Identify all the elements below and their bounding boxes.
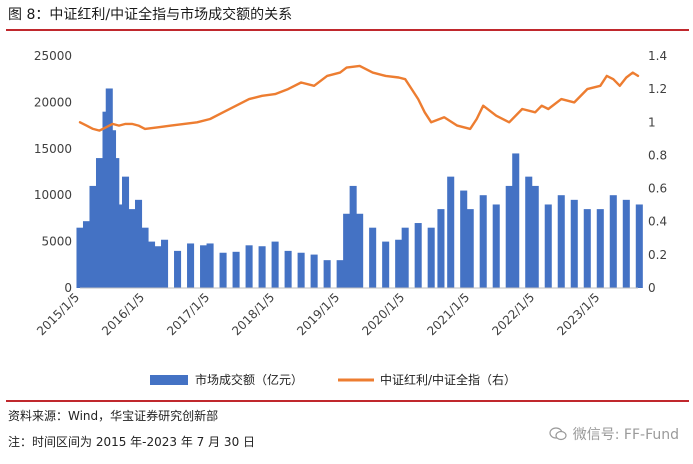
right-tick-label: 1.4 xyxy=(648,49,667,63)
bar xyxy=(174,250,182,288)
legend-label-bar: 市场成交额（亿元） xyxy=(195,372,303,387)
bar xyxy=(531,185,539,288)
bar xyxy=(609,195,617,288)
line-series xyxy=(78,64,640,132)
bar xyxy=(570,199,578,288)
figure-title: 图 8：中证红利/中证全指与市场成交额的关系 xyxy=(8,7,293,23)
left-tick-label: 20000 xyxy=(34,95,72,109)
left-tick-label: 10000 xyxy=(34,188,72,202)
right-tick-label: 1.2 xyxy=(648,82,667,96)
watermark-text: 微信号: FF-Fund xyxy=(572,427,679,443)
watermark: 微信号: FF-Fund xyxy=(549,424,679,444)
bottom-rule xyxy=(6,400,689,402)
x-tick-label: 2017/1/5 xyxy=(164,290,212,338)
bar xyxy=(148,241,156,288)
bar xyxy=(460,190,468,288)
bar xyxy=(437,209,445,288)
bar xyxy=(466,209,474,288)
bar xyxy=(427,227,435,288)
bar xyxy=(95,158,104,288)
right-axis-ticks: 0 0.2 0.4 0.6 0.8 1 1.2 1.4 xyxy=(648,49,667,295)
bar xyxy=(258,246,266,288)
right-tick-label: 0.4 xyxy=(648,215,667,229)
left-tick-label: 25000 xyxy=(34,49,72,63)
bar xyxy=(583,209,591,288)
bar xyxy=(82,221,91,288)
bar xyxy=(154,246,162,288)
legend-label-line: 中证红利/中证全指（右） xyxy=(380,372,516,387)
bar xyxy=(369,227,377,288)
left-tick-label: 0 xyxy=(64,281,72,295)
bar xyxy=(349,185,357,288)
bar xyxy=(395,239,403,288)
bar xyxy=(356,213,364,288)
source-note: 资料来源：Wind，华宝证券研究创新部 xyxy=(8,409,219,423)
bar xyxy=(200,245,208,288)
bar xyxy=(271,241,279,288)
bar xyxy=(635,204,643,288)
x-tick-label: 2018/1/5 xyxy=(229,290,277,338)
bar xyxy=(187,243,195,288)
bar xyxy=(336,260,344,288)
right-tick-label: 1 xyxy=(648,115,656,129)
bar xyxy=(206,243,214,288)
x-tick-label: 2016/1/5 xyxy=(99,290,147,338)
top-rule xyxy=(6,29,689,31)
bar xyxy=(219,252,227,288)
wechat-icon xyxy=(549,427,567,441)
chart: 0 5000 10000 15000 20000 25000 0 0.2 0.4 0.6 0.8 1… xyxy=(34,49,667,387)
x-tick-label: 2020/1/5 xyxy=(359,290,407,338)
right-tick-label: 0.6 xyxy=(648,182,667,196)
bar xyxy=(447,176,455,288)
right-tick-label: 0.8 xyxy=(648,148,667,162)
left-tick-label: 15000 xyxy=(34,142,72,156)
bar xyxy=(245,245,253,288)
bar xyxy=(161,239,169,288)
bar xyxy=(297,252,305,288)
bar xyxy=(525,176,533,288)
bar xyxy=(122,176,130,288)
legend-swatch-bar xyxy=(150,375,188,385)
bar xyxy=(492,204,500,288)
bar xyxy=(343,213,351,288)
bar xyxy=(284,250,292,288)
bar xyxy=(544,204,552,288)
dividend-ratio-line xyxy=(78,64,640,132)
bar xyxy=(76,227,84,288)
left-axis-ticks: 0 5000 10000 15000 20000 25000 xyxy=(34,49,72,295)
bar xyxy=(141,227,149,288)
right-tick-label: 0.2 xyxy=(648,248,667,262)
left-tick-label: 5000 xyxy=(41,235,72,249)
bar xyxy=(401,227,409,288)
bar xyxy=(622,199,630,288)
x-tick-label: 2019/1/5 xyxy=(294,290,342,338)
bar xyxy=(232,251,240,288)
bar xyxy=(382,241,390,288)
x-tick-label: 2022/1/5 xyxy=(489,290,537,338)
date-range-note: 注：时间区间为 2015 年-2023 年 7 月 30 日 xyxy=(8,435,256,449)
bar xyxy=(128,209,136,288)
bar xyxy=(135,199,143,288)
bar xyxy=(323,260,331,288)
bar xyxy=(310,254,318,288)
bar xyxy=(414,223,422,288)
bar xyxy=(479,195,487,288)
bar xyxy=(557,195,565,288)
bar-series xyxy=(76,88,643,289)
bar xyxy=(512,153,520,288)
bar xyxy=(115,204,123,288)
bar xyxy=(596,209,604,288)
bar xyxy=(505,185,513,288)
x-tick-label: 2023/1/5 xyxy=(554,290,602,338)
x-tick-label: 2021/1/5 xyxy=(424,290,472,338)
bar xyxy=(89,185,97,288)
legend: 市场成交额（亿元） 中证红利/中证全指（右） xyxy=(150,372,516,387)
x-axis-ticks: 2015/1/5 2016/1/5 2017/1/5 2018/1/5 2019/1/5… xyxy=(34,290,602,338)
right-tick-label: 0 xyxy=(648,281,656,295)
x-tick-label: 2015/1/5 xyxy=(34,290,82,338)
